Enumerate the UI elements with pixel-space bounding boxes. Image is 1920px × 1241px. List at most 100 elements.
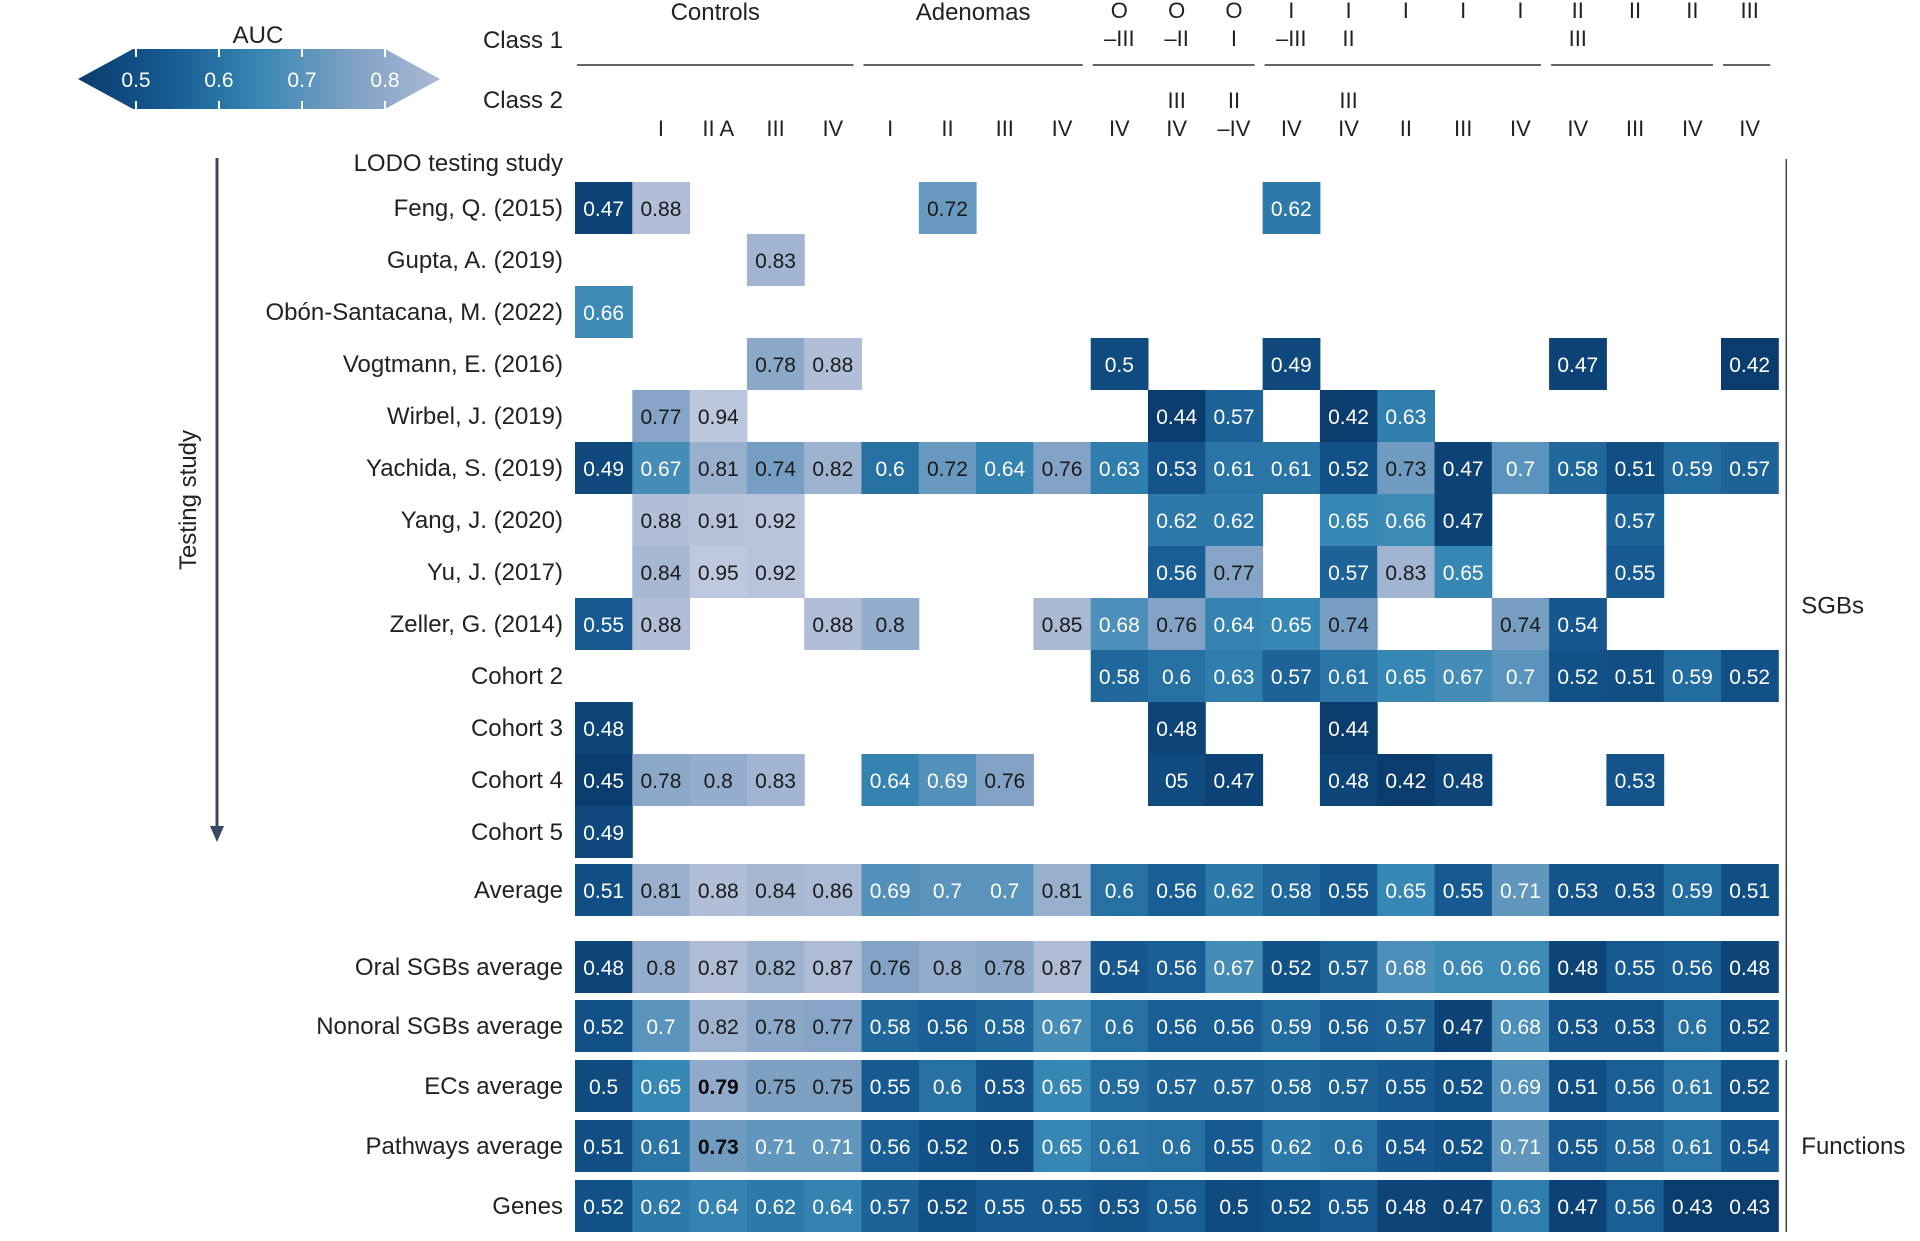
cell-r6-c2 — [689, 494, 748, 546]
cell-value-r18-c9: 0.53 — [1099, 1196, 1140, 1219]
cell-r13-c7 — [976, 864, 1034, 916]
cell-r13-c1 — [632, 864, 691, 916]
cell-value-r13-c14: 0.65 — [1385, 880, 1426, 903]
col-8-class2: IV — [1052, 116, 1073, 141]
cell-r3-c17 — [1549, 338, 1607, 390]
bracket-label-0: SGBs — [1801, 593, 1864, 620]
col-7-class2: III — [996, 116, 1014, 141]
cell-value-r13-c6: 0.7 — [933, 880, 962, 903]
cell-r7-c14 — [1377, 546, 1435, 598]
cell-r13-c10 — [1148, 864, 1206, 916]
cell-r16-c16 — [1491, 1060, 1550, 1112]
cell-value-r15-c16: 0.68 — [1500, 1016, 1541, 1039]
cell-value-r15-c19: 0.6 — [1678, 1016, 1707, 1039]
cell-value-r14-c10: 0.56 — [1156, 957, 1197, 980]
cell-value-r15-c3: 0.78 — [755, 1016, 796, 1039]
cell-value-r5-c7: 0.64 — [984, 458, 1025, 481]
cell-r8-c0 — [575, 598, 633, 650]
cell-r14-c15 — [1434, 941, 1493, 993]
row-label-5: Yachida, S. (2019) — [366, 455, 563, 482]
cell-value-r13-c15: 0.55 — [1443, 880, 1484, 903]
cell-r15-c5 — [861, 1000, 920, 1052]
cell-value-r18-c16: 0.63 — [1500, 1196, 1541, 1219]
cell-r16-c19 — [1663, 1060, 1722, 1112]
cell-r14-c9 — [1090, 941, 1149, 993]
cell-r11-c2 — [689, 754, 748, 806]
group-label-0: Controls — [671, 0, 760, 26]
cell-r0-c0 — [575, 182, 633, 234]
cell-r17-c2 — [689, 1120, 748, 1172]
cell-r18-c12 — [1262, 1180, 1321, 1232]
cell-r9-c10 — [1148, 650, 1206, 702]
annotations: Testing study SGBs Functions — [175, 158, 1905, 1232]
col-13-class1-a: I — [1345, 0, 1351, 23]
cell-value-r16-c15: 0.52 — [1443, 1076, 1484, 1099]
col-9-class1-a: O — [1111, 0, 1128, 23]
cell-r17-c1 — [632, 1120, 691, 1172]
cell-r14-c14 — [1377, 941, 1435, 993]
cell-value-r15-c8: 0.67 — [1042, 1016, 1083, 1039]
cell-r13-c0 — [575, 864, 633, 916]
cell-r8-c11 — [1205, 598, 1264, 650]
cell-r17-c13 — [1319, 1120, 1378, 1172]
cell-value-r5-c20: 0.57 — [1729, 458, 1770, 481]
class1-label: Class 1 — [483, 27, 563, 54]
col-13-class2-b: IV — [1338, 116, 1359, 141]
cell-r18-c6 — [918, 1180, 977, 1232]
cell-value-r18-c15: 0.47 — [1443, 1196, 1484, 1219]
cell-r17-c16 — [1491, 1120, 1550, 1172]
cell-value-r13-c17: 0.53 — [1557, 880, 1598, 903]
cell-r5-c4 — [804, 442, 862, 494]
cell-value-r14-c1: 0.8 — [646, 957, 675, 980]
cell-r11-c0 — [575, 754, 633, 806]
row-label-0: Feng, Q. (2015) — [394, 195, 563, 222]
cell-r7-c15 — [1434, 546, 1493, 598]
cell-value-r14-c16: 0.66 — [1500, 957, 1541, 980]
cell-r13-c5 — [861, 864, 920, 916]
cell-r8-c10 — [1148, 598, 1206, 650]
cell-r16-c3 — [746, 1060, 805, 1112]
cell-value-r5-c12: 0.61 — [1271, 458, 1312, 481]
cell-r15-c19 — [1663, 1000, 1722, 1052]
cell-value-r18-c14: 0.48 — [1385, 1196, 1426, 1219]
cell-value-r17-c13: 0.6 — [1334, 1136, 1363, 1159]
cell-r8-c13 — [1319, 598, 1378, 650]
cell-r12-c0 — [575, 806, 633, 858]
cell-r16-c10 — [1148, 1060, 1206, 1112]
col-14-class1: I — [1403, 0, 1409, 23]
cell-r13-c6 — [918, 864, 977, 916]
cell-r6-c1 — [632, 494, 691, 546]
cell-value-r17-c4: 0.71 — [812, 1136, 853, 1159]
row-label-9: Cohort 2 — [471, 663, 563, 690]
cell-value-r6-c13: 0.65 — [1328, 510, 1369, 533]
row-label-10: Cohort 3 — [471, 715, 563, 742]
cell-r0-c6 — [918, 182, 977, 234]
cell-value-r7-c11: 0.77 — [1214, 562, 1255, 585]
cell-value-r4-c14: 0.63 — [1385, 406, 1426, 429]
cell-r16-c4 — [804, 1060, 862, 1112]
cell-value-r15-c14: 0.57 — [1385, 1016, 1426, 1039]
cell-r15-c14 — [1377, 1000, 1435, 1052]
cell-value-r17-c7: 0.5 — [990, 1136, 1019, 1159]
cell-value-r13-c5: 0.69 — [870, 880, 911, 903]
cell-value-r5-c13: 0.52 — [1328, 458, 1369, 481]
cell-r15-c18 — [1606, 1000, 1665, 1052]
cell-value-r6-c3: 0.92 — [755, 510, 796, 533]
cell-r17-c15 — [1434, 1120, 1493, 1172]
cell-value-r15-c0: 0.52 — [583, 1016, 624, 1039]
cell-value-r10-c13: 0.44 — [1328, 718, 1369, 741]
cell-value-r16-c2: 0.79 — [698, 1076, 739, 1099]
cell-r5-c19 — [1663, 442, 1722, 494]
cell-r18-c11 — [1205, 1180, 1264, 1232]
cell-r15-c8 — [1033, 1000, 1092, 1052]
cell-value-r5-c0: 0.49 — [583, 458, 624, 481]
cell-value-r14-c4: 0.87 — [812, 957, 853, 980]
cell-value-r3-c20: 0.42 — [1729, 354, 1770, 377]
cell-value-r3-c12: 0.49 — [1271, 354, 1312, 377]
cell-value-r17-c16: 0.71 — [1500, 1136, 1541, 1159]
cell-r13-c19 — [1663, 864, 1722, 916]
cell-r18-c4 — [804, 1180, 862, 1232]
cell-r15-c16 — [1491, 1000, 1550, 1052]
cell-r17-c14 — [1377, 1120, 1435, 1172]
cell-value-r4-c10: 0.44 — [1156, 406, 1197, 429]
